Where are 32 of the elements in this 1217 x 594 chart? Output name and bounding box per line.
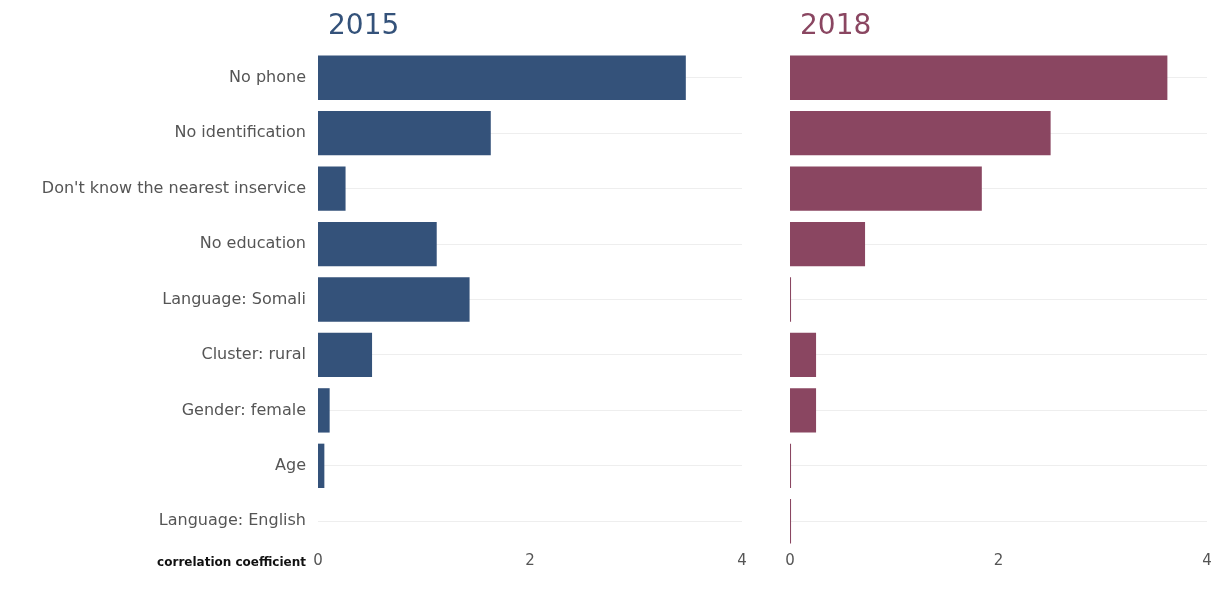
y-tick-label: Don't know the nearest inservice bbox=[41, 177, 306, 197]
chart-title: 2018 bbox=[800, 8, 872, 41]
bar bbox=[790, 221, 866, 267]
bar bbox=[790, 166, 982, 211]
chart-title: 2015 bbox=[328, 8, 400, 41]
y-tick-label: No identification bbox=[174, 122, 306, 142]
x-axis-title: correlation coefficient bbox=[157, 555, 307, 570]
y-tick-label: Language: English bbox=[158, 510, 306, 530]
bar bbox=[318, 166, 346, 211]
x-tick-label: 2 bbox=[993, 550, 1004, 569]
bar bbox=[318, 110, 491, 156]
x-tick-label: 4 bbox=[1202, 550, 1212, 569]
x-tick-label: 4 bbox=[737, 550, 747, 569]
bar bbox=[318, 443, 325, 489]
bar bbox=[318, 277, 470, 322]
x-tick-label: 0 bbox=[313, 550, 323, 569]
y-tick-label: No education bbox=[199, 233, 306, 253]
y-tick-label: Age bbox=[275, 454, 306, 474]
bar bbox=[318, 388, 330, 433]
y-tick-label: Cluster: rural bbox=[201, 344, 306, 364]
bar bbox=[790, 110, 1051, 156]
bar bbox=[790, 332, 817, 378]
y-tick-label: Language: Somali bbox=[162, 288, 306, 308]
bar bbox=[318, 221, 437, 267]
bar bbox=[318, 55, 686, 100]
x-tick-label: 0 bbox=[785, 550, 795, 569]
y-tick-label: No phone bbox=[229, 66, 306, 86]
bar bbox=[318, 332, 373, 378]
y-tick-label: Gender: female bbox=[181, 399, 306, 419]
x-tick-label: 2 bbox=[525, 550, 535, 569]
bar bbox=[790, 388, 817, 433]
bar bbox=[790, 55, 1168, 100]
